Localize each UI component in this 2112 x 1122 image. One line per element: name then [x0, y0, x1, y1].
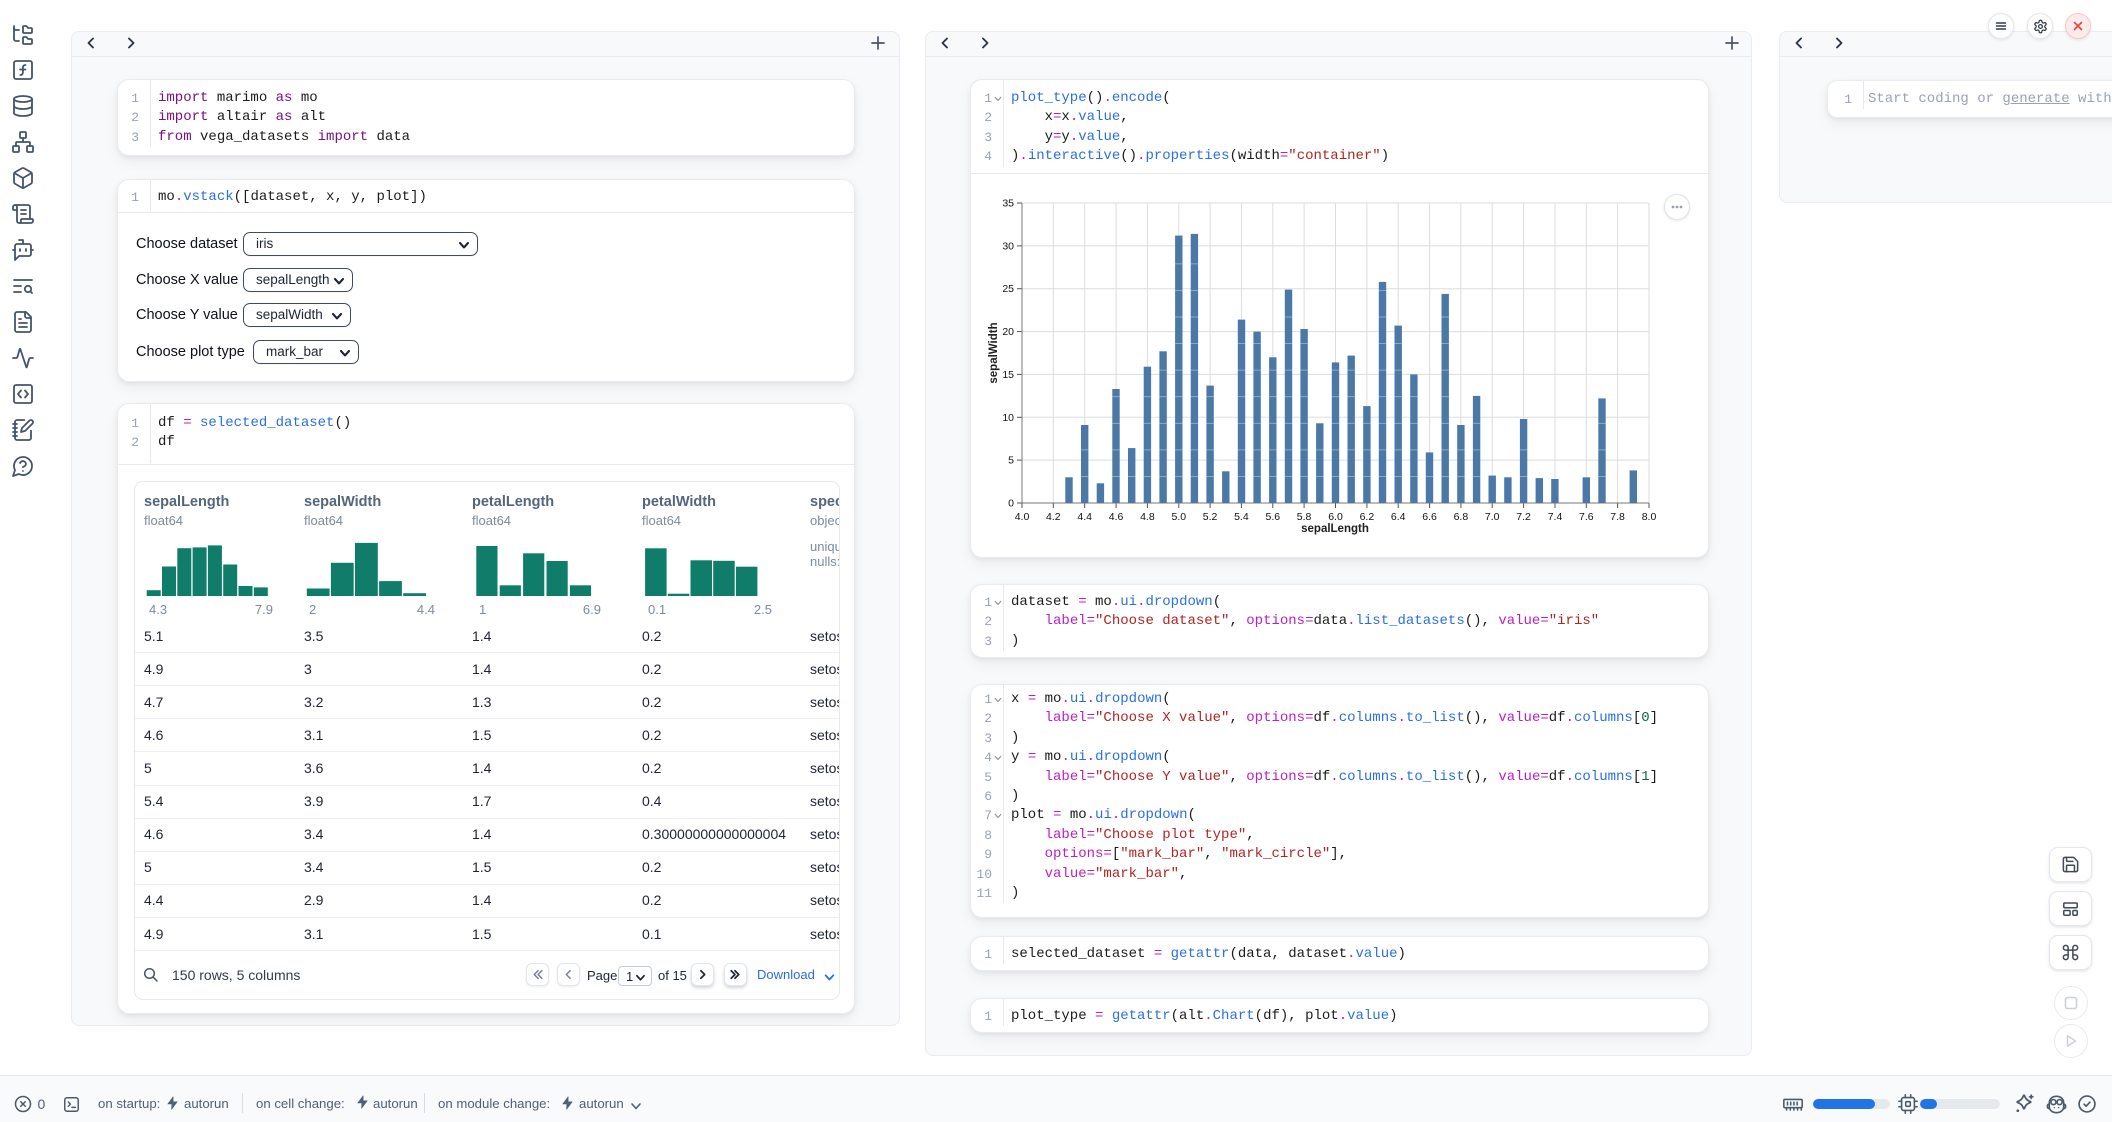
svg-text:10: 10 [1002, 412, 1014, 424]
svg-text:5.8: 5.8 [1297, 511, 1312, 523]
svg-text:4.8: 4.8 [1140, 511, 1155, 523]
svg-text:8.0: 8.0 [1642, 511, 1657, 523]
svg-text:4.4: 4.4 [1077, 511, 1092, 523]
svg-text:7.8: 7.8 [1610, 511, 1625, 523]
svg-text:7.6: 7.6 [1579, 511, 1594, 523]
svg-text:5.0: 5.0 [1171, 511, 1186, 523]
svg-text:sepalLength: sepalLength [1301, 523, 1369, 535]
svg-text:5: 5 [1008, 455, 1014, 467]
svg-text:4.0: 4.0 [1015, 511, 1030, 523]
svg-text:5.4: 5.4 [1234, 511, 1249, 523]
svg-text:30: 30 [1002, 240, 1014, 252]
svg-text:7.0: 7.0 [1485, 511, 1500, 523]
svg-text:6.8: 6.8 [1454, 511, 1469, 523]
svg-text:4.2: 4.2 [1046, 511, 1061, 523]
svg-text:35: 35 [1002, 198, 1014, 210]
svg-text:sepalWidth: sepalWidth [988, 322, 1000, 383]
svg-text:6.6: 6.6 [1422, 511, 1437, 523]
svg-text:7.2: 7.2 [1516, 511, 1531, 523]
svg-text:5.2: 5.2 [1203, 511, 1218, 523]
svg-text:6.2: 6.2 [1360, 511, 1375, 523]
svg-text:4.6: 4.6 [1109, 511, 1124, 523]
svg-text:6.0: 6.0 [1328, 511, 1343, 523]
svg-text:0: 0 [1008, 498, 1014, 510]
svg-text:20: 20 [1002, 326, 1014, 338]
svg-text:5.6: 5.6 [1265, 511, 1280, 523]
svg-text:25: 25 [1002, 283, 1014, 295]
svg-text:7.4: 7.4 [1548, 511, 1563, 523]
svg-text:6.4: 6.4 [1391, 511, 1406, 523]
svg-text:15: 15 [1002, 369, 1014, 381]
